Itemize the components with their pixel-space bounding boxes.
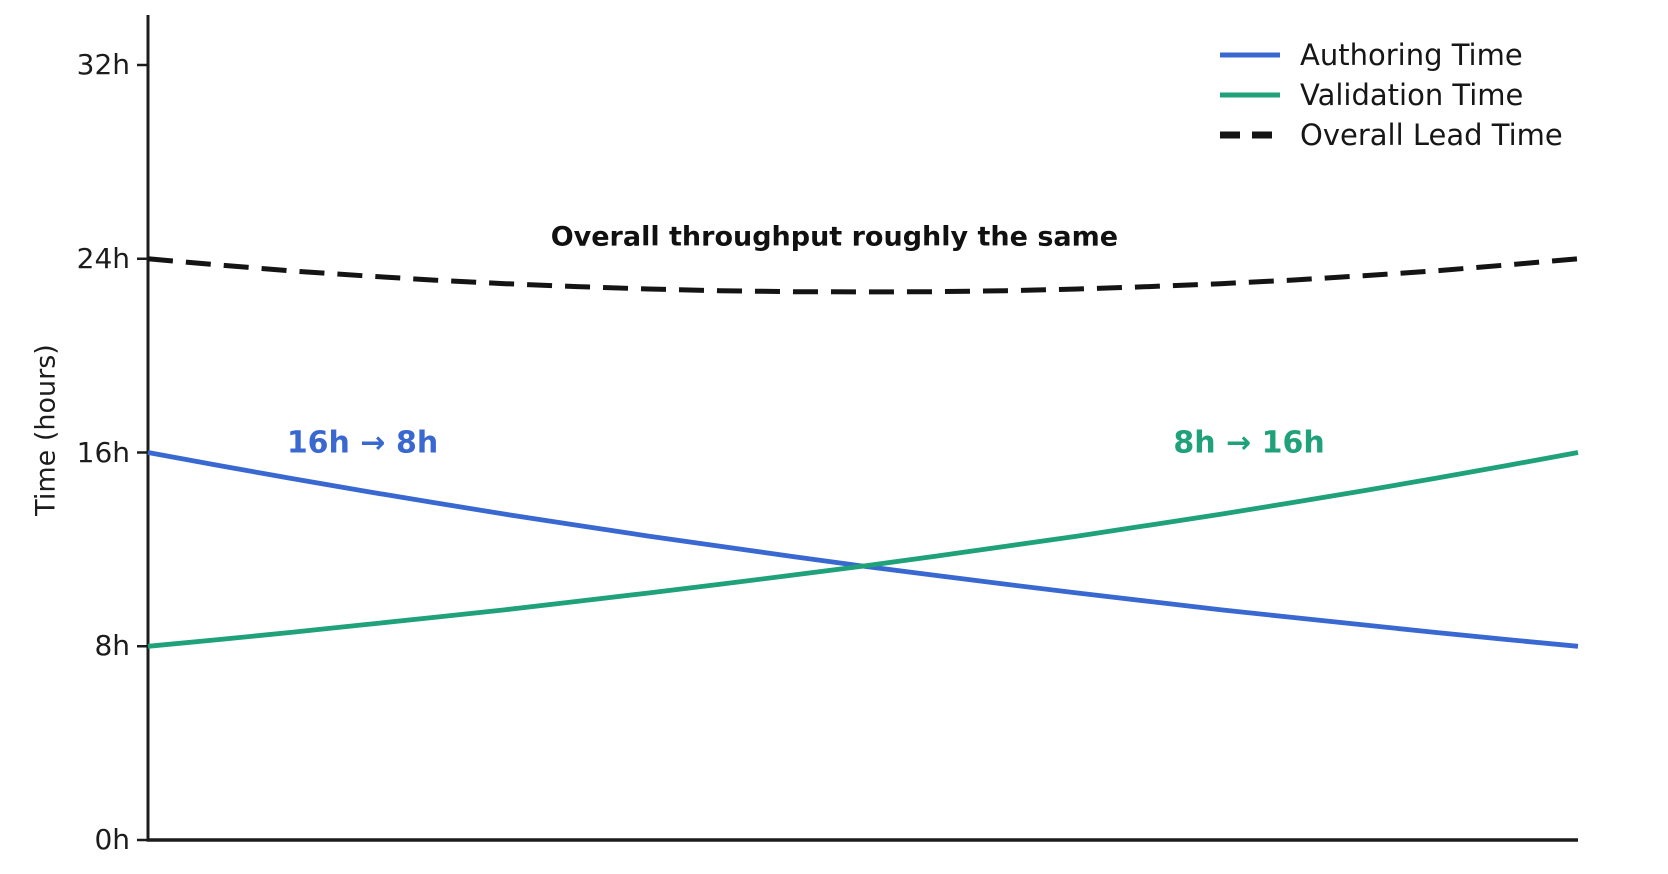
- authoring-line-swatch: [1220, 52, 1280, 58]
- legend-item-authoring-time: Authoring Time: [1218, 35, 1563, 75]
- annotation-validation-change: 8h → 16h: [1173, 425, 1325, 461]
- legend-item-validation-time: Validation Time: [1218, 75, 1563, 115]
- legend-label-authoring-time: Authoring Time: [1300, 38, 1523, 72]
- series-line-validation-time: [147, 450, 1579, 649]
- y-tick-label: 8h: [94, 629, 130, 663]
- series-line-overall-lead-time: [147, 256, 1579, 295]
- annotation-authoring-change: 16h → 8h: [286, 425, 439, 461]
- series-line-authoring-time: [147, 450, 1579, 649]
- y-tick-label: 24h: [76, 241, 130, 275]
- y-tick-label: 0h: [94, 823, 130, 856]
- validation-line-swatch: [1220, 92, 1280, 98]
- legend-item-overall-lead-time: Overall Lead Time: [1218, 115, 1563, 155]
- y-tick-label: 32h: [76, 48, 130, 81]
- legend-label-validation-time: Validation Time: [1300, 78, 1524, 112]
- overall-lead-dashed-swatch: [1220, 131, 1280, 139]
- annotation-throughput-note: Overall throughput roughly the same: [550, 221, 1119, 253]
- legend-label-overall-lead-time: Overall Lead Time: [1300, 118, 1563, 152]
- y-tick-label: 16h: [76, 435, 130, 469]
- y-axis-title: Time (hours): [30, 344, 62, 516]
- legend: Authoring Time Validation Time Overall L…: [1218, 35, 1563, 155]
